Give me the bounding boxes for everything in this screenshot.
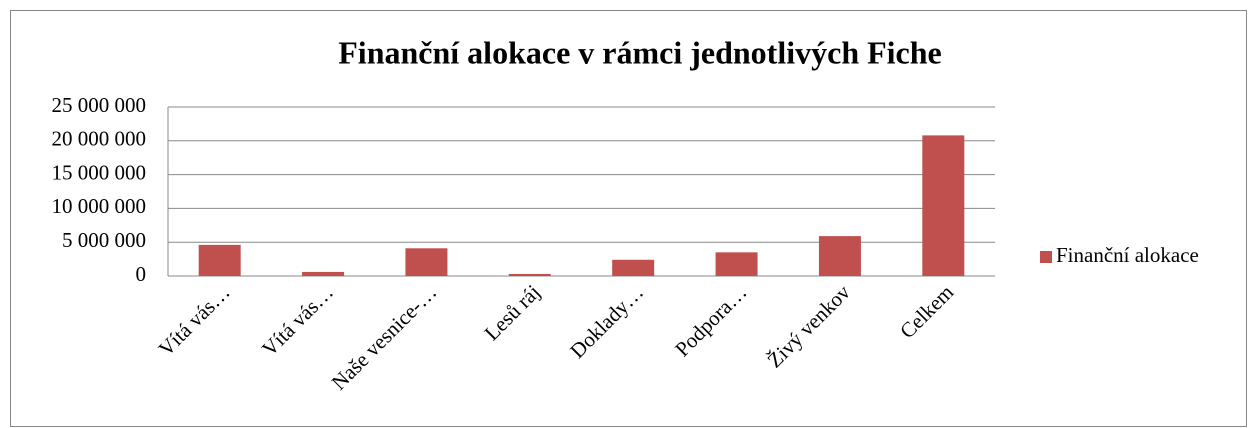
y-tick-label: 10 000 000 — [52, 194, 147, 218]
y-tick-label: 5 000 000 — [62, 228, 146, 252]
bar — [922, 135, 965, 276]
legend-swatch — [1040, 251, 1052, 263]
y-tick-label: 15 000 000 — [52, 160, 147, 184]
bar — [508, 273, 551, 276]
legend-label: Finanční alokace — [1056, 243, 1199, 267]
chart-frame — [10, 10, 1247, 427]
bar — [302, 271, 345, 276]
bar — [405, 248, 448, 276]
y-tick-label: 25 000 000 — [52, 93, 147, 117]
y-tick-label: 20 000 000 — [52, 127, 147, 151]
bar — [612, 259, 655, 276]
y-tick-label: 0 — [136, 262, 147, 286]
bar — [198, 244, 241, 276]
bar — [818, 236, 861, 276]
bar — [715, 252, 758, 276]
chart-title: Finanční alokace v rámci jednotlivých Fi… — [338, 34, 942, 70]
